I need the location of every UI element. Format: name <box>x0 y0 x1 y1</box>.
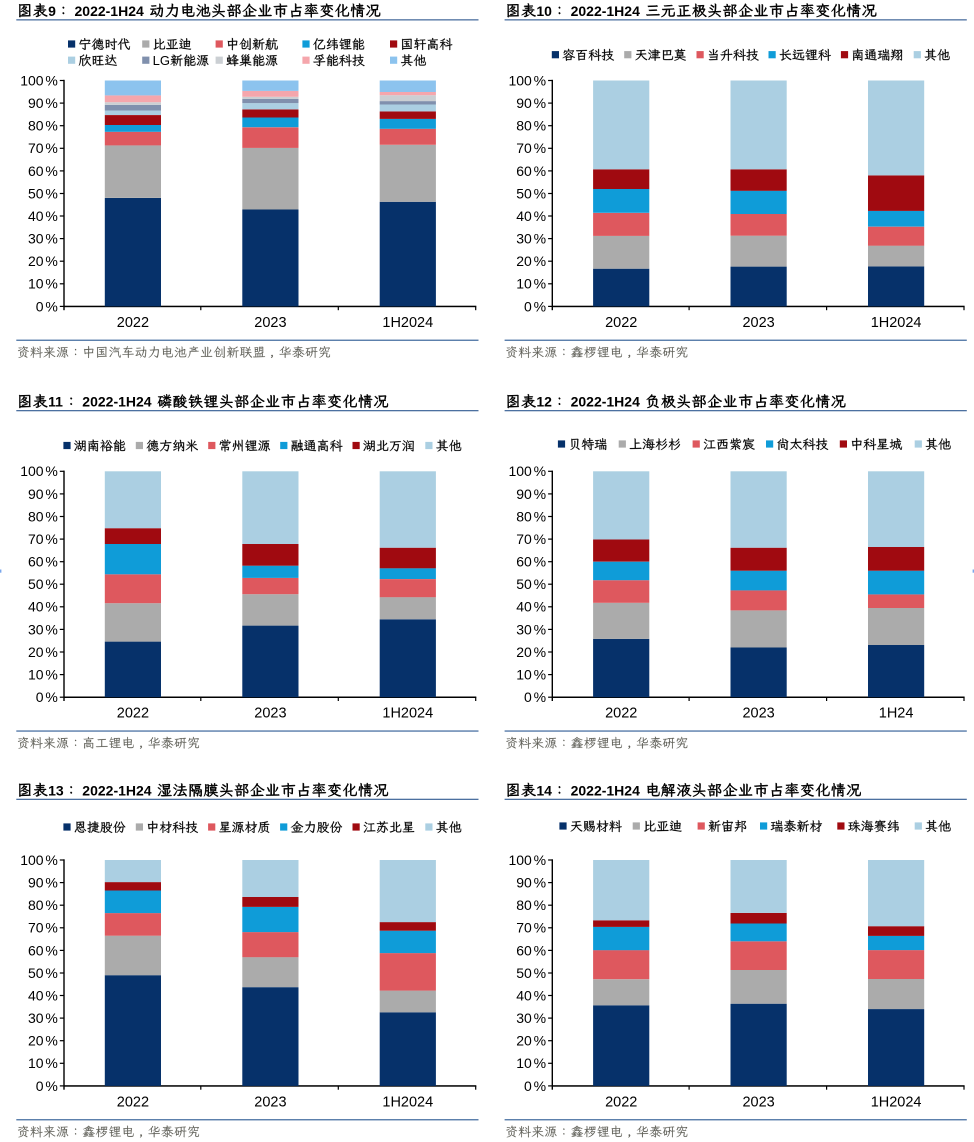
svg-text:2023: 2023 <box>742 706 774 722</box>
svg-text:20%: 20% <box>516 1033 546 1049</box>
svg-text:30%: 30% <box>516 231 546 247</box>
svg-text:60%: 60% <box>28 163 58 179</box>
svg-text:2022: 2022 <box>117 1094 149 1110</box>
svg-text:0%: 0% <box>36 298 58 314</box>
svg-text:20%: 20% <box>28 644 58 660</box>
svg-text:2022-1H24: 2022-1H24 <box>571 394 640 410</box>
svg-text:90%: 90% <box>516 875 546 891</box>
svg-text:90%: 90% <box>516 95 546 111</box>
svg-text:80%: 80% <box>516 118 546 134</box>
svg-text:14: 14 <box>536 782 552 798</box>
svg-text:2023: 2023 <box>742 315 774 331</box>
svg-text:30%: 30% <box>28 1010 58 1026</box>
svg-text:90%: 90% <box>28 95 58 111</box>
svg-text:13: 13 <box>48 782 64 798</box>
svg-text:70%: 70% <box>28 920 58 936</box>
svg-text:1H2024: 1H2024 <box>382 706 433 722</box>
svg-text:0%: 0% <box>524 689 546 705</box>
svg-text:40%: 40% <box>28 599 58 615</box>
svg-text:80%: 80% <box>28 897 58 913</box>
svg-text:50%: 50% <box>516 965 546 981</box>
svg-text:100%: 100% <box>20 463 58 479</box>
svg-text:0%: 0% <box>36 689 58 705</box>
svg-text:2022: 2022 <box>605 315 637 331</box>
svg-text:20%: 20% <box>516 644 546 660</box>
svg-text:11: 11 <box>48 394 63 410</box>
svg-text:50%: 50% <box>516 185 546 201</box>
svg-text:10%: 10% <box>28 1055 58 1071</box>
svg-text:40%: 40% <box>28 987 58 1003</box>
svg-text:2023: 2023 <box>254 315 286 331</box>
svg-text:2022: 2022 <box>117 315 149 331</box>
svg-text:90%: 90% <box>28 486 58 502</box>
svg-text:60%: 60% <box>28 942 58 958</box>
svg-text:50%: 50% <box>28 576 58 592</box>
svg-text:2023: 2023 <box>254 1094 286 1110</box>
svg-text:80%: 80% <box>28 118 58 134</box>
svg-text:100%: 100% <box>508 852 546 868</box>
svg-text:1H2024: 1H2024 <box>382 1094 433 1110</box>
svg-text:40%: 40% <box>516 987 546 1003</box>
svg-text:2022-1H24: 2022-1H24 <box>82 394 151 410</box>
svg-text:80%: 80% <box>28 508 58 524</box>
svg-text:10: 10 <box>536 3 552 19</box>
svg-text:20%: 20% <box>28 253 58 269</box>
svg-text:90%: 90% <box>28 875 58 891</box>
svg-text:100%: 100% <box>20 72 58 88</box>
svg-text:1H2024: 1H2024 <box>382 315 433 331</box>
svg-text:70%: 70% <box>516 920 546 936</box>
svg-text:2022-1H24: 2022-1H24 <box>82 782 151 798</box>
svg-text:2023: 2023 <box>742 1094 774 1110</box>
svg-text:30%: 30% <box>28 231 58 247</box>
svg-text:LG: LG <box>153 53 170 68</box>
svg-text:30%: 30% <box>28 621 58 637</box>
svg-text:10%: 10% <box>516 667 546 683</box>
svg-text:0%: 0% <box>36 1078 58 1094</box>
svg-text:20%: 20% <box>516 253 546 269</box>
svg-text:80%: 80% <box>516 897 546 913</box>
svg-text:12: 12 <box>536 394 552 410</box>
svg-text:70%: 70% <box>516 140 546 156</box>
svg-text:2022-1H24: 2022-1H24 <box>571 782 640 798</box>
svg-text:2022-1H24: 2022-1H24 <box>75 3 144 19</box>
svg-text:70%: 70% <box>516 531 546 547</box>
svg-text:2023: 2023 <box>254 706 286 722</box>
svg-text:10%: 10% <box>28 276 58 292</box>
svg-text:0%: 0% <box>524 1078 546 1094</box>
svg-text:10%: 10% <box>516 276 546 292</box>
svg-text:40%: 40% <box>516 599 546 615</box>
svg-text:40%: 40% <box>28 208 58 224</box>
svg-text:2022: 2022 <box>117 706 149 722</box>
svg-text:0%: 0% <box>524 298 546 314</box>
svg-text:2022: 2022 <box>605 706 637 722</box>
svg-text:10%: 10% <box>516 1055 546 1071</box>
svg-text:1H24: 1H24 <box>879 706 914 722</box>
svg-text:100%: 100% <box>20 852 58 868</box>
svg-text:90%: 90% <box>516 486 546 502</box>
svg-text:1H2024: 1H2024 <box>871 315 922 331</box>
svg-text:20%: 20% <box>28 1033 58 1049</box>
svg-text:30%: 30% <box>516 621 546 637</box>
svg-text:70%: 70% <box>28 140 58 156</box>
svg-text:30%: 30% <box>516 1010 546 1026</box>
svg-text:60%: 60% <box>516 163 546 179</box>
svg-text:100%: 100% <box>508 463 546 479</box>
svg-text:9: 9 <box>48 3 56 19</box>
svg-text:60%: 60% <box>516 942 546 958</box>
svg-text:2022-1H24: 2022-1H24 <box>571 3 640 19</box>
svg-text:1H2024: 1H2024 <box>871 1094 922 1110</box>
svg-text:2022: 2022 <box>605 1094 637 1110</box>
svg-text:70%: 70% <box>28 531 58 547</box>
svg-text:60%: 60% <box>516 554 546 570</box>
svg-text:80%: 80% <box>516 508 546 524</box>
svg-text:100%: 100% <box>508 72 546 88</box>
svg-text:40%: 40% <box>516 208 546 224</box>
svg-text:10%: 10% <box>28 667 58 683</box>
svg-text:60%: 60% <box>28 554 58 570</box>
svg-text:50%: 50% <box>516 576 546 592</box>
svg-text:50%: 50% <box>28 185 58 201</box>
svg-text:50%: 50% <box>28 965 58 981</box>
